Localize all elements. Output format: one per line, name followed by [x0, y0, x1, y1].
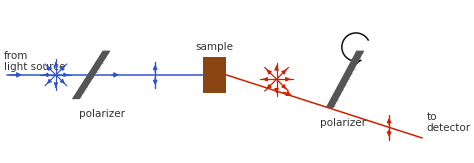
- Text: sample: sample: [196, 42, 234, 52]
- Text: to
detector: to detector: [427, 112, 471, 133]
- Text: from
light source: from light source: [4, 51, 65, 72]
- Polygon shape: [326, 51, 365, 108]
- Text: polarizer: polarizer: [79, 109, 125, 119]
- Polygon shape: [72, 51, 110, 99]
- Bar: [203, 57, 226, 93]
- Text: polarizer: polarizer: [320, 118, 366, 128]
